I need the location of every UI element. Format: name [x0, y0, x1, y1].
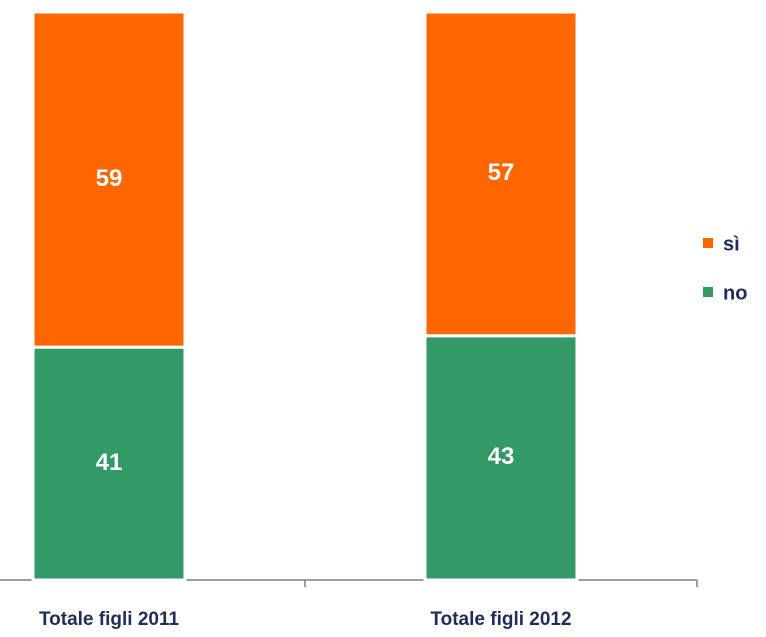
bar-segment — [423, 10, 579, 338]
legend-label: no — [723, 282, 747, 304]
x-tick-label: Totale figli 2012 — [430, 609, 571, 630]
data-label: 43 — [488, 443, 515, 470]
legend-swatch — [703, 287, 713, 297]
data-label: 59 — [96, 165, 123, 192]
legend-swatch — [703, 238, 713, 248]
data-label: 57 — [488, 159, 515, 186]
data-label: 41 — [96, 449, 123, 476]
bar-segment — [423, 334, 579, 582]
x-tick-label: Totale figli 2011 — [39, 609, 180, 630]
bar-segment — [31, 10, 187, 349]
legend-label: sì — [723, 233, 740, 255]
bar-segment — [31, 345, 187, 582]
